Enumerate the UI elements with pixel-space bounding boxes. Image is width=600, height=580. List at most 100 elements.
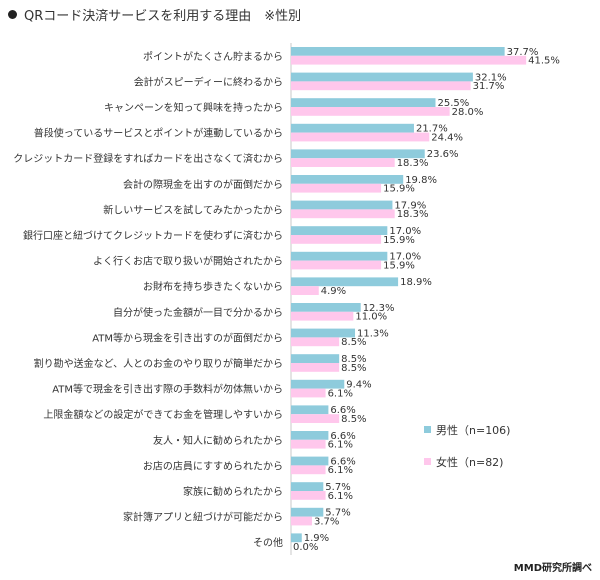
category-label: キャンペーンを知って興味を持ったから: [104, 101, 283, 114]
value-label-female: 8.5%: [341, 414, 366, 425]
bar-female: [291, 81, 471, 91]
category-label: 上限金額などの設定ができてお金を管理しやすいから: [43, 408, 283, 421]
category-label: その他: [253, 536, 283, 549]
legend-swatch-female: [424, 458, 431, 465]
value-label-male: 19.8%: [405, 175, 437, 186]
category-label: ポイントがたくさん貯まるから: [143, 50, 283, 63]
bar-female: [291, 337, 340, 347]
bar-male: [291, 277, 399, 287]
value-label-female: 28.0%: [452, 107, 484, 118]
value-label-male: 1.9%: [304, 533, 329, 544]
value-label-male: 21.7%: [416, 124, 448, 135]
bar-female: [291, 132, 430, 142]
value-label-female: 18.3%: [397, 209, 429, 220]
value-label-female: 6.1%: [328, 465, 353, 476]
value-label-female: 15.9%: [383, 184, 415, 195]
value-label-male: 9.4%: [346, 380, 371, 391]
value-label-male: 17.9%: [394, 200, 426, 211]
category-label: 割り勘や送金など、人とのお金のやり取りが簡単だから: [34, 357, 283, 370]
value-label-male: 8.5%: [341, 354, 366, 365]
bar-male: [291, 98, 436, 107]
value-label-female: 18.3%: [397, 158, 429, 169]
value-label-female: 31.7%: [473, 81, 505, 92]
legend-swatch-male: [424, 426, 431, 433]
value-label-male: 6.6%: [330, 405, 355, 416]
bar-female: [291, 414, 340, 423]
bar-male: [291, 354, 340, 363]
category-label: 友人・知人に勧められたから: [153, 434, 283, 447]
bar-female: [291, 183, 382, 193]
source-note: MMD研究所調べ: [513, 563, 592, 574]
bar-female: [291, 516, 312, 526]
bar-female: [291, 107, 450, 116]
category-label: お財布を持ち歩きたくないから: [143, 280, 283, 293]
bar-female: [291, 286, 319, 295]
bar-male: [291, 200, 393, 210]
value-label-male: 5.7%: [325, 482, 350, 493]
bar-female: [291, 235, 382, 244]
bar-male: [291, 251, 388, 261]
bar-male: [291, 175, 404, 184]
value-label-female: 6.1%: [328, 388, 353, 399]
bar-female: [291, 388, 326, 398]
value-label-male: 32.1%: [475, 72, 507, 83]
category-label: 普段使っているサービスとポイントが連動しているから: [34, 127, 283, 140]
value-label-female: 8.5%: [341, 363, 366, 374]
value-label-female: 4.9%: [321, 286, 346, 297]
chart-title-text: QRコード決済サービスを利用する理由 ※性別: [24, 9, 302, 24]
category-label: 自分が使った金額が一目で分かるから: [113, 306, 283, 319]
value-label-male: 37.7%: [507, 47, 539, 58]
bar-female: [291, 439, 326, 449]
bar-male: [291, 456, 329, 466]
chart-title: QRコード決済サービスを利用する理由 ※性別: [8, 5, 301, 24]
legend-label-male: 男性（n=106): [436, 423, 510, 437]
value-label-male: 6.6%: [330, 456, 355, 467]
category-label: よく行くお店で取り扱いが開始されたから: [93, 255, 283, 268]
value-label-female: 41.5%: [528, 56, 560, 67]
bar-male: [291, 123, 414, 133]
bar-female: [291, 55, 527, 65]
legend-label-female: 女性（n=82): [436, 455, 503, 469]
value-label-male: 17.0%: [389, 252, 421, 263]
category-label: ATM等で現金を引き出す際の手数料が勿体無いから: [52, 383, 283, 396]
value-label-male: 6.6%: [330, 431, 355, 442]
bar-male: [291, 507, 324, 517]
value-label-female: 3.7%: [314, 516, 339, 527]
bar-male: [291, 482, 324, 491]
category-label: 銀行口座と紐づけてクレジットカードを使わずに済むから: [23, 229, 283, 242]
value-label-female: 15.9%: [383, 235, 415, 246]
value-label-female: 24.4%: [431, 132, 463, 143]
bar-male: [291, 533, 302, 543]
bar-female: [291, 363, 340, 372]
category-label: 会計の際現金を出すのが面倒だから: [123, 178, 283, 191]
bar-male: [291, 149, 425, 159]
value-label-female: 6.1%: [328, 491, 353, 502]
value-label-male: 5.7%: [325, 508, 350, 519]
value-label-female: 6.1%: [328, 440, 353, 451]
category-label: お店の店員にすすめられたから: [143, 459, 283, 472]
bar-male: [291, 226, 388, 235]
value-label-male: 23.6%: [427, 149, 459, 160]
value-label-male: 17.0%: [389, 226, 421, 237]
bar-female: [291, 260, 382, 270]
value-label-male: 11.3%: [357, 328, 389, 339]
bar-male: [291, 379, 345, 389]
value-label-female: 15.9%: [383, 260, 415, 271]
category-label: ATM等から現金を引き出すのが面倒だから: [92, 331, 283, 344]
value-label-female: 11.0%: [355, 312, 387, 323]
value-label-male: 25.5%: [438, 98, 470, 109]
bar-female: [291, 311, 354, 321]
value-label-male: 12.3%: [363, 303, 395, 314]
category-label: 会計がスピーディーに終わるから: [134, 75, 283, 88]
bar-female: [291, 465, 326, 475]
bullet-icon: [8, 10, 17, 19]
bar-male: [291, 431, 329, 440]
category-label: 家族に勧められたから: [183, 485, 283, 498]
value-label-female: 0.0%: [293, 542, 318, 553]
category-label: クレジットカード登録をすればカードを出さなくて済むから: [13, 152, 283, 165]
bar-female: [291, 158, 395, 167]
bar-male: [291, 405, 329, 415]
category-label: 新しいサービスを試してみたかったから: [103, 203, 283, 216]
bar-male: [291, 328, 356, 338]
